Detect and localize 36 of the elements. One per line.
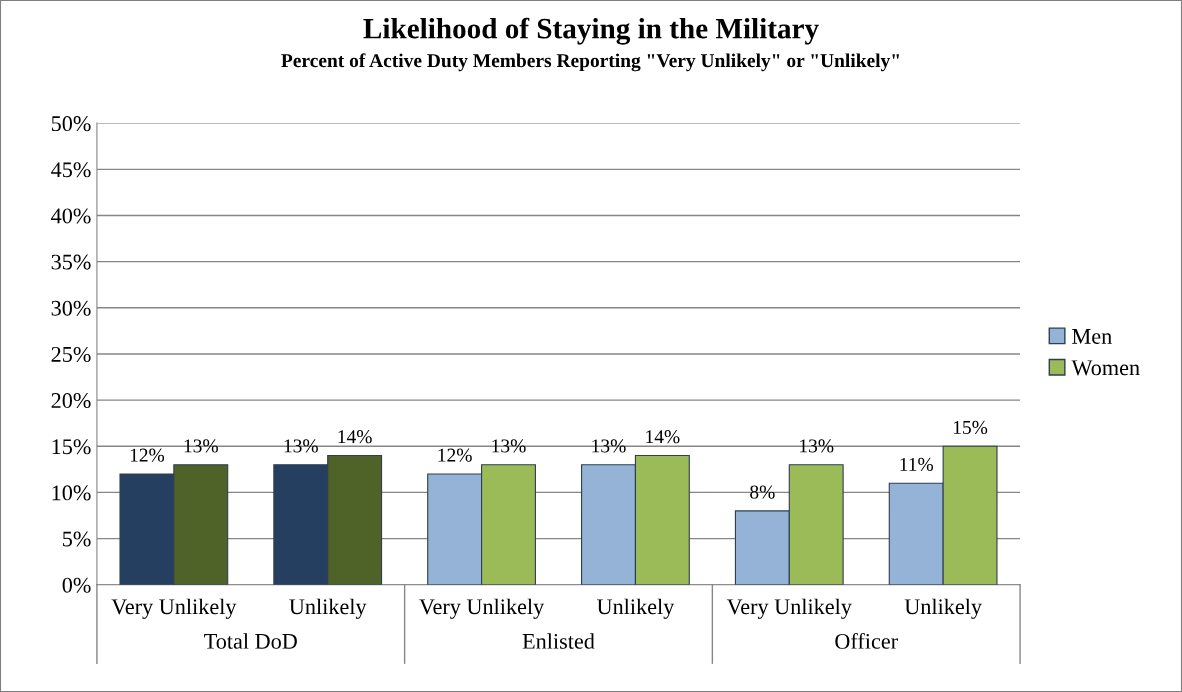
x-tick-label: Unlikely — [289, 598, 367, 619]
data-label: 13% — [492, 439, 526, 453]
y-tick-label: 5% — [63, 531, 91, 547]
legend-label: Women — [1071, 360, 1140, 376]
x-tick-label: Unlikely — [904, 598, 982, 619]
data-label: 15% — [953, 420, 988, 435]
x-tick-label: Very Unlikely — [419, 598, 545, 619]
data-label: 12% — [130, 448, 165, 462]
x-tick-label: Very Unlikely — [111, 598, 237, 619]
data-label: 13% — [800, 439, 834, 453]
x-tick-label: Unlikely — [597, 598, 675, 619]
chart-subtitle: Percent of Active Duty Members Reporting "Very Unlikely" or "Unlikely" — [281, 53, 899, 72]
data-label: 13% — [284, 439, 318, 453]
y-tick-label: 15% — [52, 439, 91, 455]
data-label: 11% — [900, 457, 934, 471]
y-tick-label: 40% — [51, 208, 91, 224]
y-tick-label: 30% — [51, 300, 91, 316]
data-label: 8% — [750, 485, 775, 499]
text: Total DoD — [204, 633, 297, 649]
y-tick-label: 10% — [52, 485, 91, 501]
chart-title: Likelihood of Staying in the Military — [363, 17, 819, 45]
text: Officer — [835, 632, 898, 649]
y-tick-label: 0% — [62, 577, 91, 593]
y-tick-label: 35% — [51, 254, 91, 270]
y-tick-label: 25% — [51, 346, 91, 362]
data-label: 13% — [592, 439, 626, 453]
data-label: 12% — [438, 448, 472, 462]
y-tick-label: 50% — [51, 116, 91, 132]
x-tick-label: Very Unlikely — [726, 598, 852, 619]
y-tick-label: 45% — [51, 162, 91, 178]
data-label: 13% — [184, 439, 218, 453]
text: Enlisted — [522, 633, 595, 649]
data-label: 14% — [338, 430, 372, 444]
y-tick-label: 20% — [51, 393, 91, 409]
data-label: 14% — [646, 430, 680, 444]
legend-label: Men — [1072, 329, 1112, 344]
